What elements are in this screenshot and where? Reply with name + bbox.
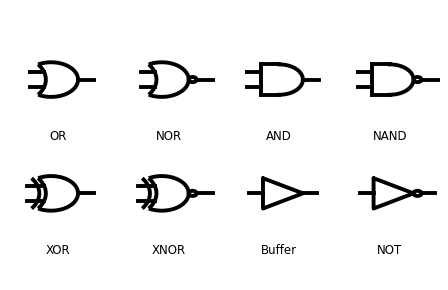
Text: OR: OR (49, 130, 67, 143)
Text: NOT: NOT (377, 244, 403, 257)
Text: XOR: XOR (46, 244, 70, 257)
Text: NOR: NOR (155, 130, 182, 143)
Text: Buffer: Buffer (261, 244, 297, 257)
Text: NAND: NAND (373, 130, 407, 143)
Text: AND: AND (267, 130, 292, 143)
Text: XNOR: XNOR (151, 244, 186, 257)
